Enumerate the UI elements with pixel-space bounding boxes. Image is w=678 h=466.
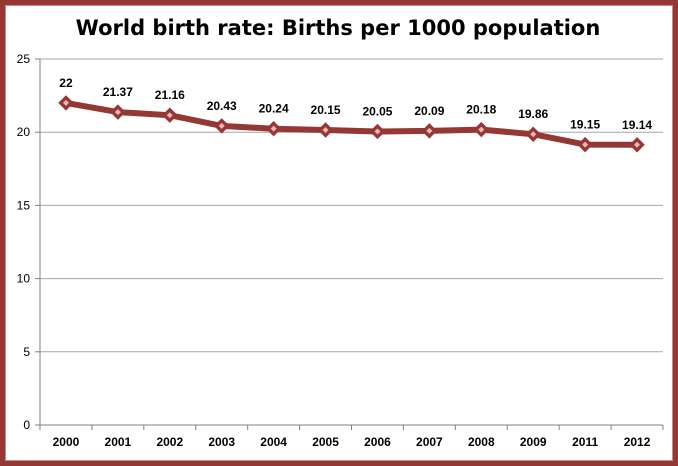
data-label: 19.86 [518, 107, 548, 121]
x-tick-label: 2007 [416, 435, 443, 449]
data-point-marker-highlight [426, 127, 433, 134]
x-tick-label: 2003 [208, 435, 235, 449]
series-line [58, 95, 645, 153]
x-tick-label: 2002 [156, 435, 183, 449]
data-label: 20.24 [259, 102, 289, 116]
y-tick-label: 15 [17, 198, 31, 212]
x-tick-label: 2012 [624, 435, 651, 449]
data-point-marker-highlight [582, 141, 589, 148]
data-label: 21.37 [103, 85, 133, 99]
data-point-marker-highlight [374, 128, 381, 135]
data-label: 19.15 [570, 118, 600, 132]
data-label: 20.18 [466, 103, 496, 117]
data-label: 21.16 [155, 88, 185, 102]
x-tick-label: 2009 [520, 435, 547, 449]
x-tick-label: 2000 [53, 435, 80, 449]
data-point-marker-highlight [166, 112, 173, 119]
data-point-marker-highlight [530, 131, 537, 138]
data-label: 20.05 [362, 104, 392, 118]
data-point-marker-highlight [478, 126, 485, 133]
series-polyline [63, 99, 640, 148]
x-axis: 2000 2001 2002 2003 2004 2005 2006 2007 2008 2009… [39, 425, 664, 449]
data-labels: 22 21.37 21.16 20.43 20.24 20.15 20.05 20.09 20.… [59, 76, 652, 132]
y-axis: 0 5 10 15 20 25 [17, 52, 41, 432]
x-tick-label: 2008 [468, 435, 495, 449]
data-point-marker-highlight [62, 99, 69, 106]
data-label: 20.43 [207, 99, 237, 113]
data-point-marker-highlight [634, 141, 641, 148]
y-tick-label: 5 [23, 345, 30, 359]
x-tick-label: 2004 [260, 435, 287, 449]
data-point-marker-highlight [322, 127, 329, 134]
chart-title: World birth rate: Births per 1000 popula… [76, 16, 601, 40]
data-label: 19.14 [622, 118, 652, 132]
data-point-marker-highlight [114, 109, 121, 116]
data-point-marker-highlight [218, 122, 225, 129]
y-tick-label: 10 [17, 272, 31, 286]
data-label: 22 [59, 76, 73, 90]
y-tick-label: 25 [17, 52, 31, 66]
y-tick-label: 0 [23, 418, 30, 432]
data-point-marker-highlight [270, 125, 277, 132]
x-tick-label: 2011 [572, 435, 598, 449]
data-label: 20.15 [311, 103, 341, 117]
x-tick-label: 2001 [105, 435, 132, 449]
y-tick-label: 20 [17, 125, 31, 139]
data-label: 20.09 [414, 104, 444, 118]
x-tick-label: 2006 [364, 435, 391, 449]
x-tick-label: 2005 [312, 435, 339, 449]
